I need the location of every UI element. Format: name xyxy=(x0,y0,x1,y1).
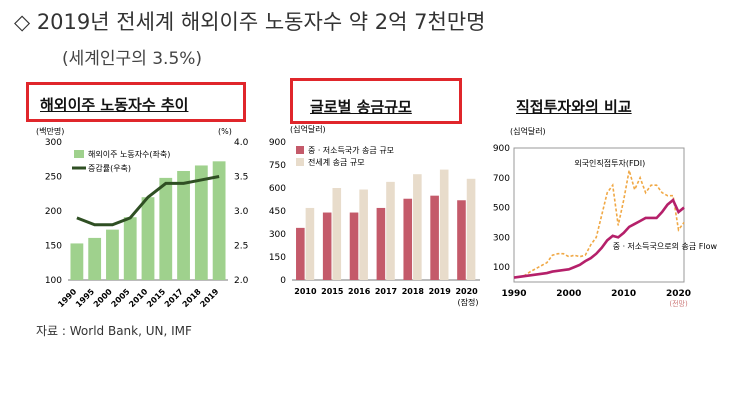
y-tick-label-right: 3.0 xyxy=(234,207,249,217)
y-tick-label: 750 xyxy=(269,161,286,171)
x-tick-label: 2015 xyxy=(145,287,167,309)
y-tick-label: 300 xyxy=(269,230,286,240)
x-tick-label: 2010 xyxy=(127,287,149,309)
y-tick-label-right: 2.5 xyxy=(234,242,248,252)
y-axis-label-left: (백만명) xyxy=(36,126,64,136)
bar-migrants xyxy=(194,165,208,280)
y-tick-label: 450 xyxy=(269,207,286,217)
bar-migrants xyxy=(123,217,137,280)
x-tick-label: 2015 xyxy=(321,287,344,296)
legend-swatch-world xyxy=(296,158,304,166)
line-growth-rate xyxy=(76,175,220,227)
bar-migrants xyxy=(177,170,190,280)
y-axis-label: (십억달러) xyxy=(290,124,326,134)
bar-low-middle-income xyxy=(296,227,305,280)
x-tick-label: 2005 xyxy=(110,287,132,309)
y-tick-label: 600 xyxy=(269,184,286,194)
bar-low-middle-income xyxy=(376,207,386,280)
x-tick-label: 2018 xyxy=(181,287,203,309)
y-tick-label: 700 xyxy=(493,174,510,184)
y-tick-label-left: 300 xyxy=(45,138,62,148)
legend-label-world: 전세계 송금 규모 xyxy=(308,157,365,167)
x-tick-label: 2000 xyxy=(92,287,114,309)
x-tick-label: 1995 xyxy=(74,287,96,309)
bar-migrants xyxy=(88,237,102,280)
plot-frame xyxy=(513,147,685,283)
headline: ◇ 2019년 전세계 해외이주 노동자수 약 2억 7천만명 xyxy=(14,10,486,34)
bar-migrants xyxy=(159,177,173,280)
line-remittance-flow xyxy=(513,198,685,279)
bar-world xyxy=(359,189,368,280)
y-tick-label: 500 xyxy=(493,204,510,214)
y-tick-label: 0 xyxy=(280,276,286,286)
x-tick-note: (잠정) xyxy=(458,297,479,307)
y-tick-label-right: 3.5 xyxy=(234,173,248,183)
bar-world xyxy=(332,188,342,280)
bar-world xyxy=(439,169,449,280)
y-tick-label: 900 xyxy=(269,138,286,148)
y-tick-label-right: 2.0 xyxy=(234,276,249,286)
x-tick-note: (전망) xyxy=(669,299,688,308)
highlight-box-middle xyxy=(290,78,462,124)
x-tick-label: 2017 xyxy=(163,287,185,309)
legend-label-bar: 해외이주 노동자수(좌축) xyxy=(88,149,170,159)
annotation-remittance: 중ㆍ저소득국으로의 송금 Flow xyxy=(613,241,718,251)
x-tick-label: 2019 xyxy=(198,287,220,309)
bar-low-middle-income xyxy=(457,200,466,280)
x-tick-label: 2010 xyxy=(611,289,636,299)
x-tick-label: 2016 xyxy=(348,287,371,296)
y-tick-label: 150 xyxy=(269,253,286,263)
subheadline: (세계인구의 3.5%) xyxy=(62,49,203,69)
y-tick-label-left: 100 xyxy=(45,276,62,286)
bar-migrants xyxy=(212,161,226,280)
annotation-fdi: 외국인직접투자(FDI) xyxy=(574,158,645,168)
bar-migrants xyxy=(70,243,84,280)
bar-world xyxy=(305,207,315,280)
y-tick-label: 300 xyxy=(493,233,510,243)
legend-label-line: 증감률(우축) xyxy=(88,163,131,173)
legend-swatch-bar xyxy=(74,150,84,158)
x-tick-label: 2018 xyxy=(402,287,425,296)
bar-low-middle-income xyxy=(403,198,413,280)
y-tick-label-left: 250 xyxy=(45,173,62,183)
legend-label-low-middle: 중ㆍ저소득국가 송금 규모 xyxy=(308,146,394,155)
chart-title-remittance: 글로벌 송금규모 xyxy=(310,98,412,116)
x-tick-label: 2017 xyxy=(375,287,397,296)
x-tick-label: 2019 xyxy=(429,287,452,296)
legend-swatch-low-middle xyxy=(296,146,304,154)
x-tick-label: 2010 xyxy=(294,287,317,296)
source-note: 자료 : World Bank, UN, IMF xyxy=(36,324,192,338)
y-axis-label-right: (%) xyxy=(218,127,232,136)
x-tick-label: 1990 xyxy=(56,287,78,309)
bar-world xyxy=(386,181,395,280)
line-fdi xyxy=(513,170,685,279)
y-tick-label: 100 xyxy=(493,263,510,273)
chart-title-migrants: 해외이주 노동자수 추이 xyxy=(40,96,189,114)
x-tick-label: 2000 xyxy=(556,289,581,299)
highlight-box-left xyxy=(26,82,246,122)
bar-low-middle-income xyxy=(322,212,332,280)
x-tick-label: 1990 xyxy=(501,289,526,299)
y-tick-label-right: 4.0 xyxy=(234,138,249,148)
bar-low-middle-income xyxy=(430,195,439,280)
y-tick-label: 900 xyxy=(493,144,510,154)
bar-low-middle-income xyxy=(349,212,359,280)
bar-world xyxy=(413,174,422,280)
y-axis-label: (십억달러) xyxy=(510,126,546,136)
y-tick-label-left: 200 xyxy=(45,207,62,217)
chart-title-fdi-compare: 직접투자와의 비교 xyxy=(516,98,632,116)
bar-migrants xyxy=(141,197,155,280)
x-tick-label: 2020 xyxy=(666,289,691,299)
x-tick-label: 2020 xyxy=(455,287,478,296)
bar-world xyxy=(466,178,476,280)
y-tick-label-left: 150 xyxy=(45,242,62,252)
bar-migrants xyxy=(106,229,119,280)
